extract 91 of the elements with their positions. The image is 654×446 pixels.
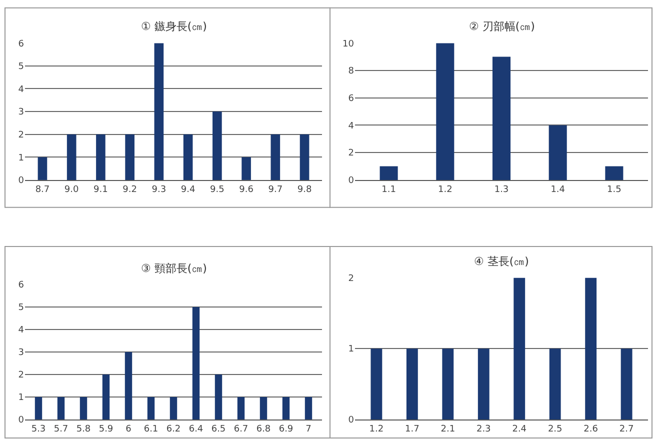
- bar: [436, 43, 454, 180]
- bar: [300, 134, 310, 180]
- y-tick-label: 3: [18, 348, 24, 358]
- x-tick-label: 6.4: [188, 424, 204, 434]
- bar: [96, 134, 106, 180]
- y-tick-label: 2: [348, 274, 354, 284]
- x-tick-label: 8.7: [35, 184, 50, 195]
- bar: [192, 307, 200, 420]
- bar: [57, 396, 65, 420]
- x-tick-label: 9.0: [64, 184, 80, 195]
- bar: [102, 374, 110, 420]
- x-tick-label: 2.4: [512, 424, 527, 434]
- x-tick-label: 6.5: [211, 424, 226, 434]
- x-tick-label: 1.5: [607, 184, 622, 195]
- x-tick-label: 6.1: [144, 424, 158, 434]
- bar: [605, 166, 624, 180]
- bar: [260, 396, 268, 420]
- x-tick-label: 5.8: [76, 424, 91, 434]
- x-tick-label: 6.9: [278, 424, 294, 434]
- x-tick-label: 6.8: [256, 424, 271, 434]
- bar: [304, 396, 312, 420]
- x-tick-label: 9.3: [152, 184, 166, 195]
- chart-title: ① 鏃身長(㎝): [141, 20, 207, 33]
- bar: [212, 112, 222, 180]
- x-tick-label: 2.7: [619, 424, 634, 434]
- bar: [270, 134, 280, 180]
- x-tick-label: 1.1: [382, 184, 396, 195]
- y-tick-label: 5: [18, 303, 24, 314]
- y-tick-label: 8: [348, 66, 354, 77]
- x-tick-label: 5.7: [54, 424, 68, 434]
- y-tick-label: 2: [348, 148, 354, 159]
- y-tick-label: 2: [18, 370, 24, 381]
- x-tick-label: 1.7: [405, 424, 420, 434]
- bar: [34, 396, 42, 420]
- x-tick-label: 2.3: [476, 424, 491, 434]
- y-tick-label: 6: [18, 39, 24, 50]
- x-tick-label: 2.1: [440, 424, 456, 434]
- bar: [282, 396, 290, 420]
- y-tick-label: 0: [348, 416, 354, 426]
- x-tick-label: 2.6: [584, 424, 598, 434]
- bar: [492, 56, 511, 180]
- x-tick-label: 9.6: [239, 184, 254, 195]
- x-tick-label: 9.8: [297, 184, 312, 195]
- x-tick-label: 1.4: [550, 184, 566, 195]
- bar: [80, 396, 88, 420]
- y-tick-label: 0: [18, 416, 24, 426]
- y-tick-label: 6: [18, 280, 24, 291]
- x-tick-label: 9.2: [122, 184, 137, 195]
- y-tick-label: 4: [18, 84, 24, 95]
- bar: [66, 134, 76, 180]
- x-tick-label: 5.3: [31, 424, 46, 434]
- chart-title: ③ 頸部長(㎝): [141, 262, 207, 275]
- y-tick-label: 5: [18, 62, 24, 72]
- y-tick-label: 2: [18, 130, 24, 140]
- x-tick-label: 2.5: [548, 424, 562, 434]
- x-tick-label: 5.9: [98, 424, 114, 434]
- y-tick-label: 1: [18, 393, 24, 404]
- y-tick-label: 0: [348, 176, 354, 186]
- bar: [38, 157, 48, 180]
- x-tick-label: 9.4: [180, 184, 196, 195]
- y-tick-label: 10: [342, 39, 354, 50]
- bar: [154, 43, 164, 180]
- y-tick-label: 3: [18, 108, 24, 118]
- x-tick-label: 9.7: [268, 184, 283, 195]
- x-tick-label: 6: [126, 424, 132, 434]
- y-tick-label: 1: [18, 153, 24, 164]
- x-tick-label: 9.1: [94, 184, 108, 195]
- bar: [183, 134, 193, 180]
- x-tick-label: 7: [306, 424, 312, 434]
- bar: [548, 125, 567, 180]
- bar: [170, 396, 178, 420]
- bar: [380, 166, 398, 180]
- chart-title: ② 刃部幅(㎝): [469, 20, 535, 33]
- y-tick-label: 0: [18, 176, 24, 186]
- x-tick-label: 1.2: [438, 184, 452, 195]
- bar: [214, 374, 222, 420]
- chart-title: ④ 茎長(㎝): [474, 255, 529, 268]
- bar: [125, 134, 134, 180]
- y-tick-label: 4: [348, 121, 354, 132]
- x-tick-label: 1.2: [369, 424, 384, 434]
- y-tick-label: 1: [348, 344, 354, 355]
- bar: [237, 396, 245, 420]
- x-tick-label: 6.2: [166, 424, 181, 434]
- bar: [147, 396, 155, 420]
- x-tick-label: 9.5: [210, 184, 224, 195]
- x-tick-label: 6.7: [234, 424, 248, 434]
- bar: [242, 157, 251, 180]
- y-tick-label: 6: [348, 94, 354, 104]
- bar: [124, 352, 132, 420]
- x-tick-label: 1.3: [494, 184, 509, 195]
- y-tick-label: 4: [18, 326, 24, 336]
